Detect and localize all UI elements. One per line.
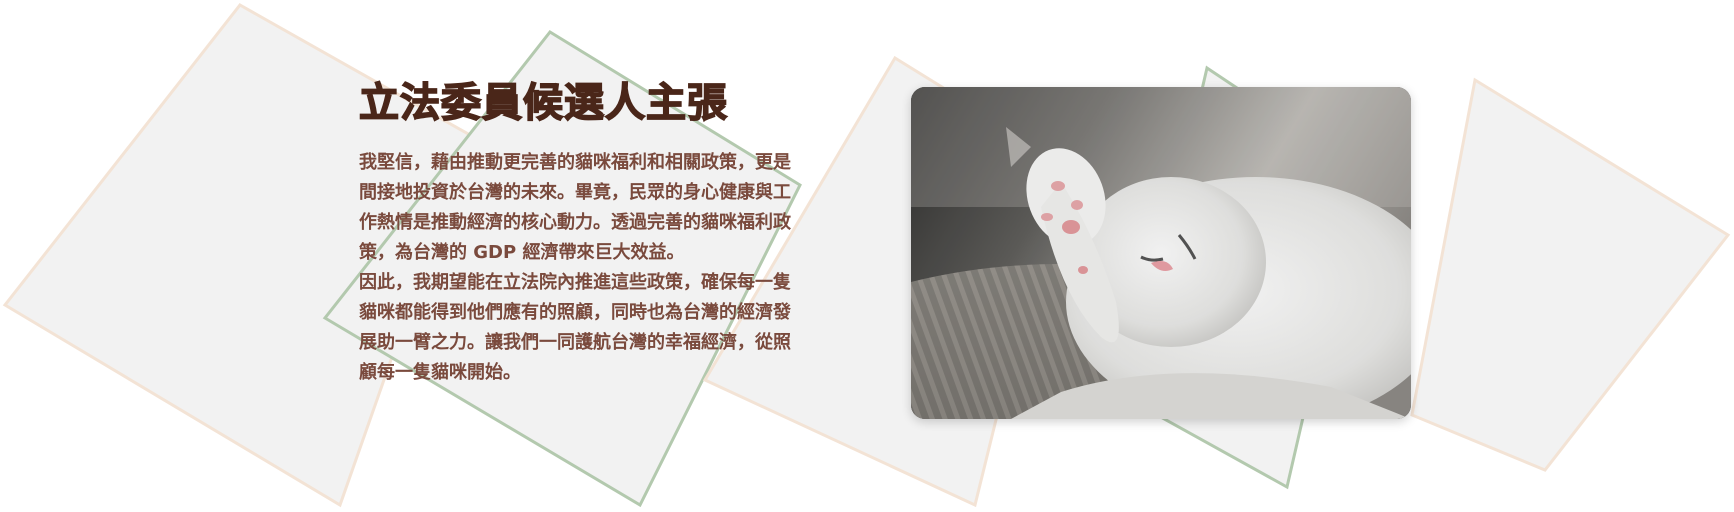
page-title: 立法委員候選人主張 [358, 79, 728, 127]
kitten-image [911, 87, 1411, 419]
paragraph-1: 我堅信，藉由推動更完善的貓咪福利和相關政策，更是間接地投資於台灣的未來。畢竟，民… [359, 152, 791, 263]
diamond-shape-1 [2, 3, 472, 508]
paragraph-2: 因此，我期望能在立法院內推進這些政策，確保每一隻貓咪都能得到他們應有的照顧，同時… [359, 272, 791, 383]
diamond-shape-5 [1410, 77, 1731, 472]
diamond-shape-2 [322, 30, 802, 508]
body-text: 我堅信，藉由推動更完善的貓咪福利和相關政策，更是間接地投資於台灣的未來。畢竟，民… [359, 148, 801, 388]
kitten-photo [911, 87, 1411, 419]
